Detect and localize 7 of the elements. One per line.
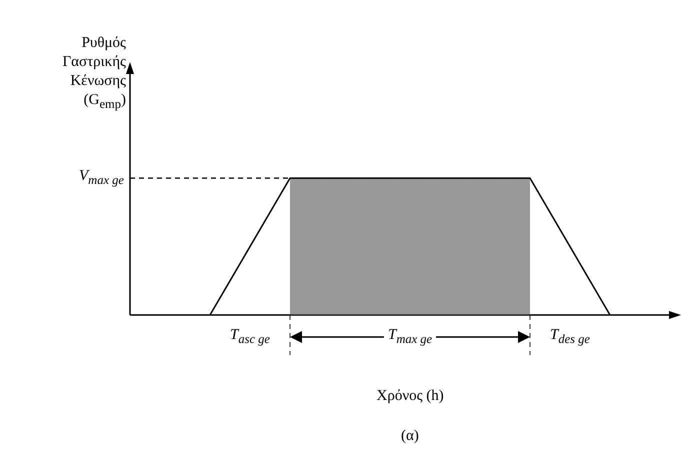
text: T$_{asc ge}$: [230, 327, 270, 347]
text: T$_{des ge}$: [550, 327, 590, 347]
text: (α): [401, 428, 419, 445]
y-axis-title: Ρυθμός Γαστρικής Κένωσης (G$_{emp}$): [61, 34, 126, 113]
x-axis-title: Χρόνος (h): [376, 388, 444, 405]
text: T$_{max ge}$: [384, 327, 436, 347]
ref-line-label: V$_{max ge}$: [79, 168, 124, 188]
